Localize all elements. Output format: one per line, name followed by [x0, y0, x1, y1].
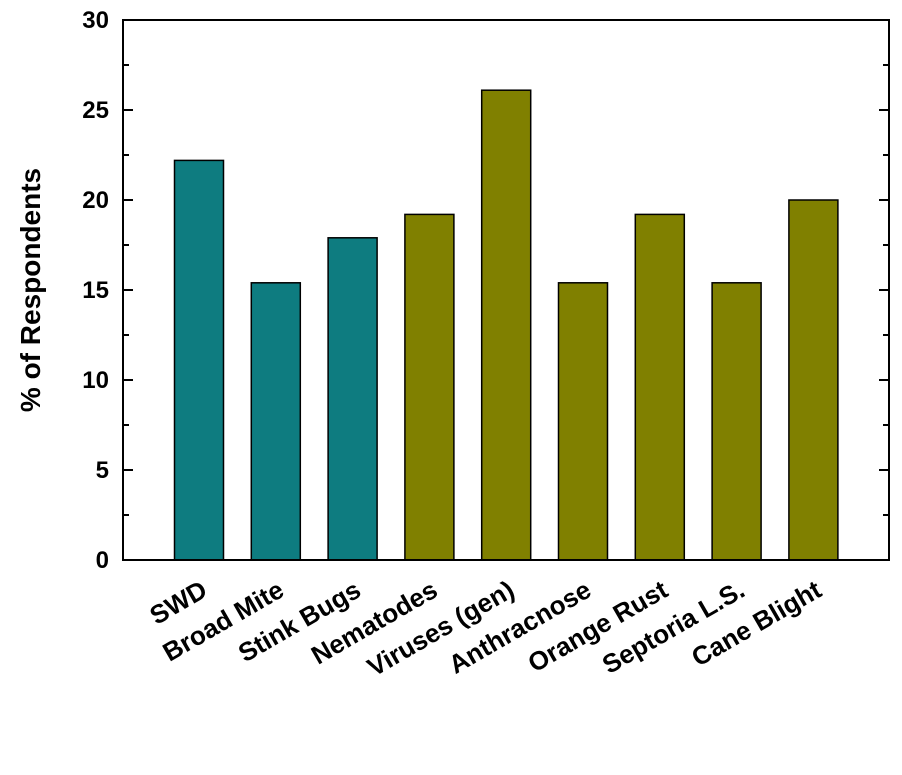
- bar-viruses-gen: [480, 89, 532, 561]
- bar-swd: [173, 159, 225, 561]
- bar-orange-rust: [634, 213, 686, 561]
- bar-cane-blight: [788, 199, 839, 561]
- bar-nematodes: [404, 213, 455, 561]
- y-tick-label: 25: [82, 97, 109, 124]
- bar-anthracnose: [557, 282, 609, 561]
- y-axis-tick-labels: 0 5 10 15 20 25 30: [82, 7, 109, 574]
- y-tick-label: 15: [82, 277, 109, 304]
- y-tick-label: 30: [82, 7, 109, 34]
- bar-septoria-l-s: [711, 282, 762, 561]
- plot-frame: [122, 19, 890, 561]
- y-tick-label: 5: [96, 457, 109, 484]
- bars-group: [173, 89, 839, 561]
- y-axis-title: % of Respondents: [15, 168, 46, 412]
- y-tick-label: 0: [96, 547, 109, 574]
- bar-stink-bugs: [327, 237, 378, 561]
- y-tick-label: 10: [82, 367, 109, 394]
- y-tick-label: 20: [82, 187, 109, 214]
- bar-broad-mite: [250, 282, 302, 561]
